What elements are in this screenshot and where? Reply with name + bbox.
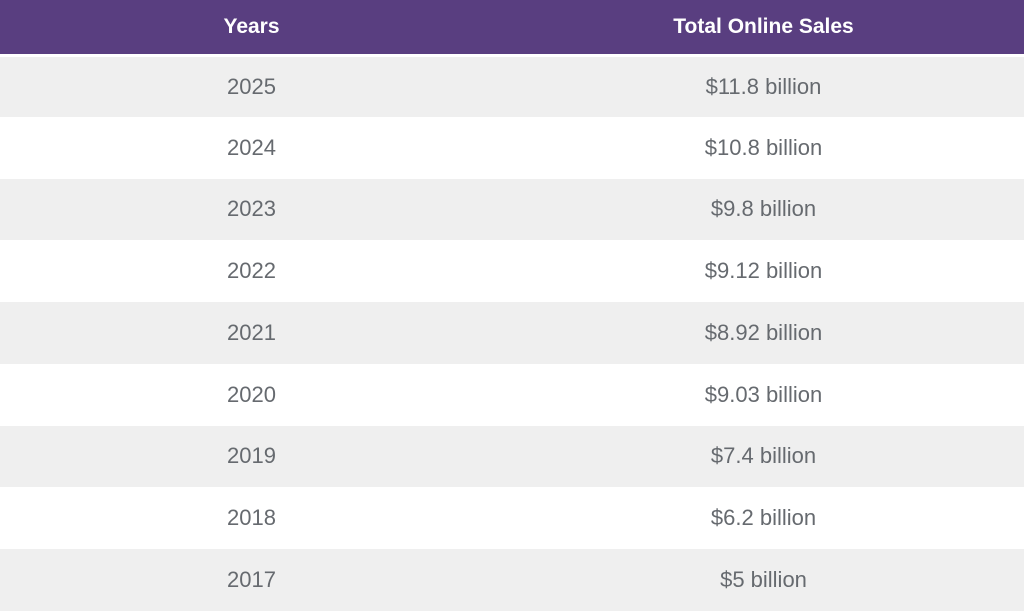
table-row: 2023 $9.8 billion <box>0 178 1024 241</box>
sales-cell: $6.2 billion <box>710 505 817 531</box>
table-row: 2025 $11.8 billion <box>0 55 1024 117</box>
table-body: 2025 $11.8 billion 2024 $10.8 billion 20… <box>0 55 1024 611</box>
year-cell: 2025 <box>227 73 276 99</box>
table-row: 2020 $9.03 billion <box>0 363 1024 426</box>
year-cell: 2021 <box>227 319 276 345</box>
table-row: 2022 $9.12 billion <box>0 240 1024 303</box>
year-cell: 2022 <box>227 258 276 284</box>
sales-cell: $7.4 billion <box>710 443 817 469</box>
sales-cell: $9.8 billion <box>710 196 817 222</box>
year-cell: 2020 <box>227 381 276 407</box>
sales-cell: $11.8 billion <box>705 73 822 99</box>
year-cell: 2018 <box>227 505 276 531</box>
table-header: Years Total Online Sales <box>0 0 1024 57</box>
table-row: 2019 $7.4 billion <box>0 425 1024 488</box>
table-row: 2021 $8.92 billion <box>0 302 1024 364</box>
sales-cell: $9.12 billion <box>704 258 823 284</box>
year-cell: 2019 <box>227 443 276 469</box>
year-cell: 2023 <box>227 196 276 222</box>
sales-cell: $8.92 billion <box>704 319 823 345</box>
year-cell: 2017 <box>227 567 276 593</box>
header-years: Years <box>0 0 503 57</box>
sales-cell: $5 billion <box>720 567 807 593</box>
table-row: 2018 $6.2 billion <box>0 487 1024 550</box>
sales-cell: $9.03 billion <box>704 381 823 407</box>
header-total-online-sales: Total Online Sales <box>503 0 1024 57</box>
table-row: 2024 $10.8 billion <box>0 116 1024 179</box>
table-header-row: Years Total Online Sales <box>0 0 1024 57</box>
table-row: 2017 $5 billion <box>0 549 1024 611</box>
sales-cell: $10.8 billion <box>704 134 823 160</box>
year-cell: 2024 <box>227 134 276 160</box>
